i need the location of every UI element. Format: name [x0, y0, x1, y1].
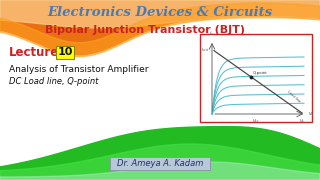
Text: $V_s$: $V_s$ [299, 117, 305, 125]
Text: Dr. Ameya A. Kadam: Dr. Ameya A. Kadam [117, 159, 203, 168]
Text: Electronics Devices & Circuits: Electronics Devices & Circuits [47, 6, 273, 19]
Bar [110, 157, 210, 170]
Text: Lecture: Lecture [9, 46, 59, 58]
Text: DC Load line, Q-point: DC Load line, Q-point [9, 78, 98, 87]
Text: $i_c$: $i_c$ [209, 29, 215, 38]
Text: Analysis of Transistor Amplifier: Analysis of Transistor Amplifier [9, 66, 148, 75]
Text: Load line: Load line [286, 90, 301, 104]
Text: $v_o$: $v_o$ [308, 110, 315, 118]
Text: $V_{cc}$: $V_{cc}$ [252, 117, 260, 125]
Text: $I_{csat}$: $I_{csat}$ [201, 47, 210, 54]
Bar [200, 34, 312, 122]
Text: 10: 10 [57, 47, 73, 57]
Text: Bipolar Junction Transistor (BJT): Bipolar Junction Transistor (BJT) [45, 25, 245, 35]
Bar [56, 46, 74, 59]
Text: Q-point: Q-point [253, 71, 268, 75]
